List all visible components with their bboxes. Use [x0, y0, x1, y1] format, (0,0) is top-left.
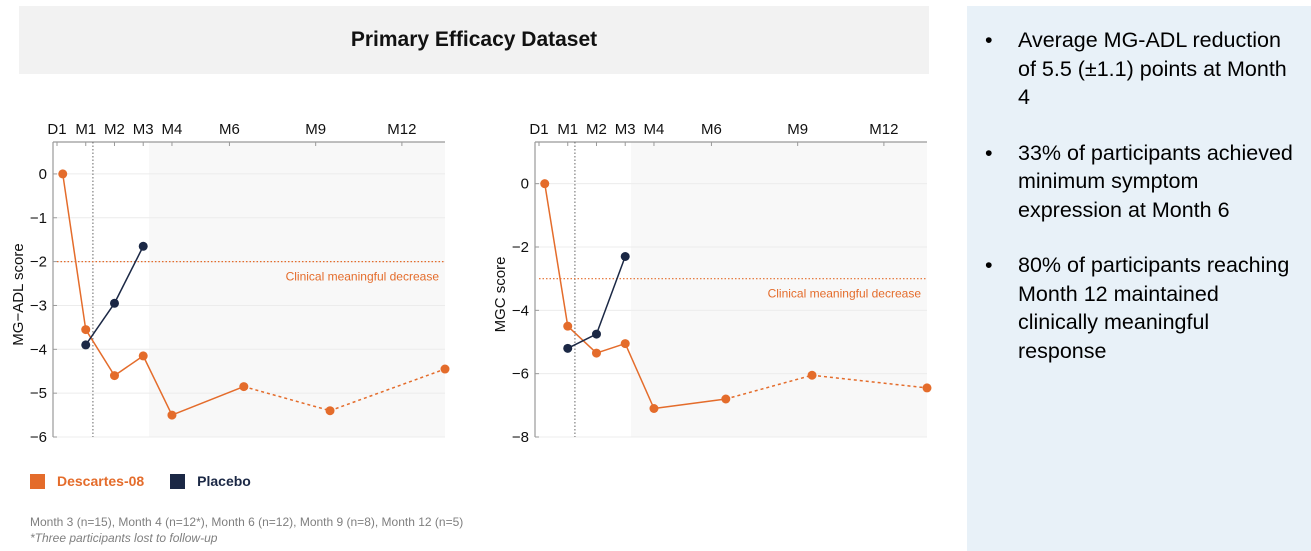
key-finding-text: 80% of participants reaching Month 12 ma…	[1018, 253, 1290, 363]
key-finding-text: Average MG-ADL reduction of 5.5 (±1.1) p…	[1018, 28, 1287, 109]
legend-label-placebo: Placebo	[197, 473, 251, 489]
key-findings-list: • Average MG-ADL reduction of 5.5 (±1.1) …	[985, 26, 1295, 392]
bullet-icon: •	[985, 140, 993, 165]
threshold-label: Clinical meaningful decrease	[768, 287, 922, 301]
y-axis-label: MGC score	[492, 257, 509, 333]
y-tick-label: 0	[39, 166, 47, 183]
x-tick-label: M9	[305, 121, 326, 138]
x-tick-label: M1	[75, 121, 96, 138]
series-segment	[85, 329, 116, 377]
series-segment	[329, 368, 446, 412]
series-segment	[596, 342, 626, 354]
footnote: Month 3 (n=15), Month 4 (n=12*), Month 6…	[30, 514, 463, 546]
series-segment	[62, 173, 87, 330]
data-point	[620, 339, 630, 349]
threshold-label: Clinical meaningful decrease	[286, 270, 440, 284]
series-segment	[114, 355, 144, 377]
page-title: Primary Efficacy Dataset	[350, 28, 598, 51]
data-point	[109, 371, 119, 381]
key-findings-panel: • Average MG-ADL reduction of 5.5 (±1.1) …	[967, 6, 1311, 551]
x-tick-label: M9	[787, 121, 808, 138]
series-segment	[811, 374, 928, 389]
key-finding-item: • 33% of participants achieved minimum sy…	[985, 139, 1295, 225]
data-point	[591, 329, 601, 339]
mg-adl-chart: D1 M1 M2 M3 M4 M6 M9 M12 0 −1 −2 −3 −4 −5 −6 MG−ADL sco…	[10, 121, 450, 446]
y-tick-label: −4	[512, 302, 529, 319]
series-segment	[113, 245, 144, 304]
series-segment	[243, 385, 331, 412]
data-point	[109, 298, 119, 308]
data-point	[81, 340, 91, 350]
y-tick-label: −2	[30, 254, 47, 271]
series-segment	[171, 385, 245, 416]
y-tick-label: −8	[512, 429, 529, 446]
key-finding-text: 33% of participants achieved minimum sym…	[1018, 140, 1293, 222]
x-tick-label: M4	[162, 121, 183, 138]
series-segment	[725, 374, 813, 400]
key-finding-item: • Average MG-ADL reduction of 5.5 (±1.1) …	[985, 26, 1295, 112]
y-tick-label: −4	[30, 341, 47, 358]
title-bar: Primary Efficacy Dataset	[19, 6, 929, 74]
x-tick-label: D1	[529, 121, 548, 138]
data-point	[563, 321, 573, 331]
footnote-note: *Three participants lost to follow-up	[30, 531, 218, 545]
data-point	[591, 348, 601, 358]
data-point	[58, 169, 68, 179]
y-tick-label: 0	[521, 176, 529, 193]
y-tick-label: −3	[30, 297, 47, 314]
series-segment	[142, 355, 173, 416]
data-point	[649, 404, 659, 413]
x-tick-label: M3	[133, 121, 154, 138]
mgc-chart: D1 M1 M2 M3 M4 M6 M9 M12 0 −2 −4 −6 −8 MGC score Clini…	[492, 121, 932, 446]
data-point	[239, 382, 249, 392]
series-segment	[567, 325, 597, 354]
y-axis-label: MG−ADL score	[10, 243, 27, 345]
data-point	[440, 364, 450, 374]
series-segment	[567, 333, 597, 350]
x-tick-label: M1	[557, 121, 578, 138]
data-point	[167, 410, 177, 420]
series-segment	[653, 398, 726, 410]
legend-swatch-descartes	[30, 473, 45, 489]
y-tick-label: −6	[512, 366, 529, 383]
data-point	[922, 383, 932, 393]
x-tick-label: D1	[47, 121, 66, 138]
bullet-icon: •	[985, 28, 993, 52]
footnote-counts: Month 3 (n=15), Month 4 (n=12*), Month 6…	[30, 515, 464, 529]
x-tick-label: M12	[387, 121, 416, 138]
legend: Descartes-08 Placebo	[30, 473, 277, 489]
data-point	[81, 325, 91, 335]
shaded-region	[148, 142, 445, 437]
key-finding-item: • 80% of participants reaching Month 12 m…	[985, 251, 1295, 365]
legend-label-descartes: Descartes-08	[57, 473, 145, 489]
y-tick-label: −2	[512, 239, 529, 256]
shaded-region	[630, 142, 927, 437]
x-tick-label: M2	[104, 121, 125, 138]
data-point	[563, 343, 573, 353]
data-point	[325, 406, 335, 416]
data-point	[540, 179, 550, 189]
data-point	[721, 394, 731, 404]
data-point	[807, 370, 817, 380]
data-point	[138, 241, 148, 251]
y-tick-label: −1	[30, 210, 47, 227]
series-segment	[595, 256, 626, 335]
x-tick-label: M3	[615, 121, 636, 138]
series-segment	[624, 343, 655, 409]
bullet-icon: •	[985, 253, 993, 277]
series-segment	[85, 302, 116, 346]
series-segment	[544, 183, 569, 327]
x-tick-label: M6	[219, 121, 240, 138]
x-tick-label: M4	[644, 121, 665, 138]
x-tick-label: M12	[869, 121, 898, 138]
y-tick-label: −5	[30, 385, 47, 402]
y-tick-label: −6	[30, 429, 47, 446]
x-tick-label: M6	[701, 121, 722, 138]
x-tick-label: M2	[586, 121, 607, 138]
data-point	[620, 252, 630, 261]
data-point	[138, 351, 148, 361]
legend-swatch-placebo	[170, 473, 186, 489]
